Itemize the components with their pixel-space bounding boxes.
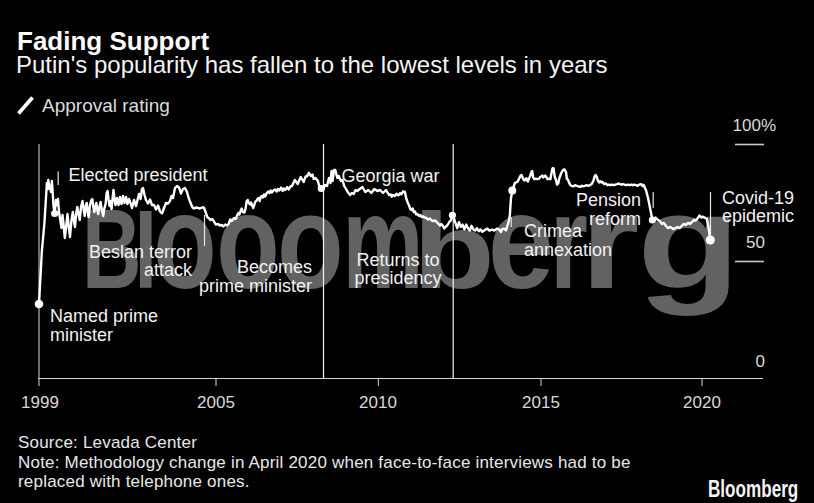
svg-text:m: m xyxy=(342,166,423,316)
